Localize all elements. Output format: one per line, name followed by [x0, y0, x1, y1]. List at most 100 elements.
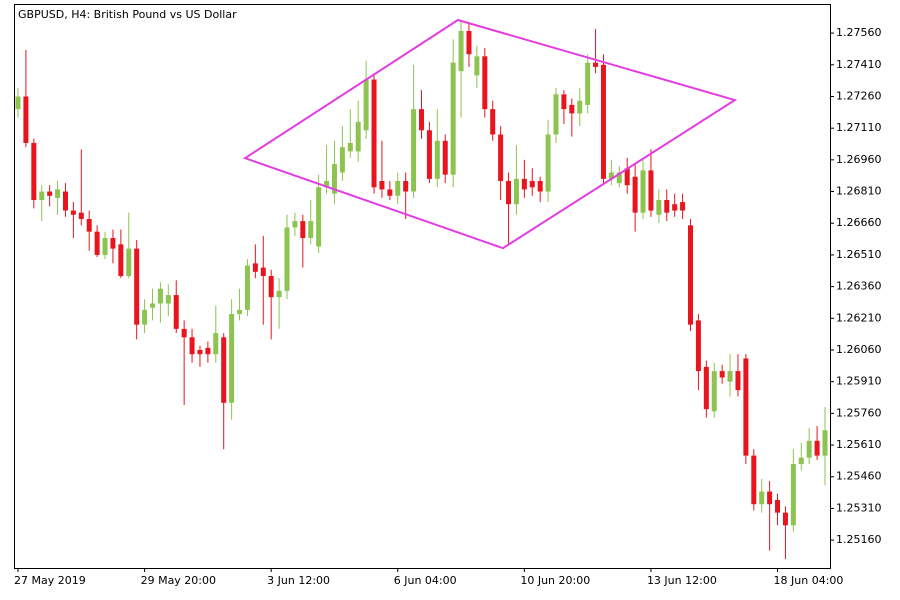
y-tick-label: 1.27110 [836, 121, 882, 134]
candle-body [767, 491, 773, 505]
candle-body [648, 170, 654, 211]
candle-body [387, 189, 393, 196]
y-tick-label: 1.26810 [836, 185, 882, 198]
candle-body [450, 62, 456, 175]
candle-body [110, 238, 116, 249]
candle-body [775, 499, 781, 513]
candle-body [656, 199, 662, 215]
candle-body [624, 168, 630, 186]
candle-body [585, 62, 591, 105]
candle-body [300, 221, 306, 239]
candle-body [189, 337, 195, 355]
candle-body [213, 333, 219, 355]
candle-body [142, 309, 148, 325]
candle-body [292, 221, 298, 228]
y-tick-label: 1.26960 [836, 153, 882, 166]
candle-body [782, 512, 788, 526]
candle-body [798, 457, 804, 465]
candle-body [379, 180, 385, 190]
candle-body [608, 172, 614, 179]
candle-body [363, 79, 369, 131]
candle-body [55, 189, 61, 198]
candle-body [640, 170, 646, 213]
candle-body [308, 221, 314, 239]
candle-body [434, 140, 440, 179]
candle-body [506, 180, 512, 205]
candle-body [86, 219, 92, 232]
x-tick-label: 10 Jun 20:00 [520, 574, 590, 587]
x-tick-label: 18 Jun 04:00 [774, 574, 844, 587]
candle-body [513, 178, 519, 205]
candle-body [173, 295, 179, 329]
y-tick-label: 1.25910 [836, 375, 882, 388]
y-tick-label: 1.25460 [836, 470, 882, 483]
candle-body [553, 94, 559, 135]
candle-body [331, 164, 337, 194]
candle-body [616, 172, 622, 184]
candle-body [474, 56, 480, 76]
candle-body [600, 64, 606, 179]
diamond-pattern [242, 18, 738, 250]
y-tick-label: 1.25160 [836, 533, 882, 546]
candle-body [252, 263, 258, 272]
candle-body [411, 109, 417, 192]
candle-body [205, 347, 211, 355]
y-tick-label: 1.26660 [836, 216, 882, 229]
candle-body [680, 202, 686, 211]
x-tick-label: 13 Jun 12:00 [647, 574, 717, 587]
candle-body [482, 56, 488, 110]
candle-body [284, 227, 290, 291]
candle-body [442, 140, 448, 175]
candle-body [529, 180, 535, 188]
candle-body [790, 464, 796, 526]
candle-body [751, 455, 757, 505]
candle-body [521, 178, 527, 190]
candle-body [735, 371, 741, 391]
candle-body [78, 212, 84, 220]
candle-body [545, 134, 551, 192]
candle-body [339, 147, 345, 173]
candle-body [743, 358, 749, 456]
candle-body [569, 104, 575, 114]
candle-body [426, 130, 432, 179]
chart-title: GBPUSD, H4: British Pound vs US Dollar [18, 8, 237, 21]
candle-body [490, 109, 496, 135]
x-tick-label: 6 Jun 04:00 [394, 574, 457, 587]
candle-body [150, 303, 155, 308]
candle-body [822, 430, 828, 456]
candle-body [403, 180, 409, 192]
candle-body [181, 328, 187, 338]
candle-body [157, 288, 163, 304]
candle-body [102, 238, 108, 255]
candle-body [719, 371, 725, 378]
candle-body [593, 62, 599, 67]
y-tick-label: 1.25610 [836, 438, 882, 451]
candle-body [47, 191, 53, 196]
candle-body [324, 180, 330, 188]
candle-body [695, 320, 701, 372]
candle-body [672, 204, 678, 211]
x-tick-label: 3 Jun 12:00 [267, 574, 330, 587]
y-tick-label: 1.26060 [836, 343, 882, 356]
candle-body [632, 176, 638, 213]
candle-body [498, 134, 504, 181]
candle-body [466, 30, 472, 55]
y-tick-label: 1.27410 [836, 58, 882, 71]
candle-body [688, 225, 693, 325]
candle-body [347, 142, 353, 152]
y-tick-label: 1.25310 [836, 501, 882, 514]
candle-body [806, 440, 812, 458]
candle-body [759, 491, 765, 505]
candle-body [237, 309, 243, 315]
candle-body [316, 187, 322, 247]
candle-body [276, 290, 282, 298]
candle-body [664, 199, 670, 213]
candle-body [260, 267, 266, 277]
candle-body [419, 109, 424, 131]
candle-body [814, 440, 820, 456]
candle-body [537, 180, 543, 192]
candle-body [118, 244, 124, 277]
candle-body [197, 349, 203, 355]
